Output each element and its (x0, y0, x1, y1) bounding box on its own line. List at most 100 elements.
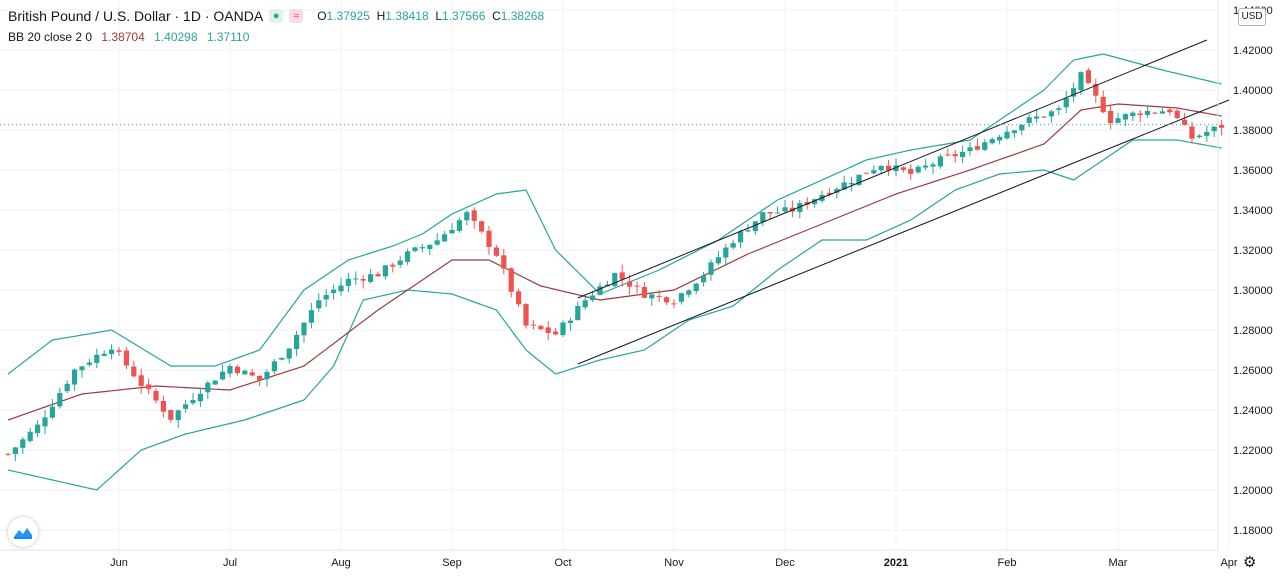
candle-up (915, 166, 921, 173)
tradingview-logo-icon[interactable] (8, 517, 38, 547)
candle-up (560, 322, 566, 336)
candle-up (197, 393, 203, 402)
bb-lower-band (7, 139, 1222, 491)
candle-up (797, 203, 803, 212)
candle-down (390, 264, 396, 267)
candle-up (79, 366, 85, 371)
candle-up (738, 231, 744, 243)
candle-down (1167, 109, 1173, 113)
indicator-legend[interactable]: BB 20 close 2 0 1.38704 1.40298 1.37110 (8, 30, 249, 44)
candle-up (57, 393, 63, 407)
candle-up (331, 289, 337, 294)
time-tick-label: 2021 (884, 557, 908, 569)
candle-down (508, 268, 514, 292)
candle-down (1100, 96, 1106, 113)
candle-up (871, 170, 877, 174)
candle-up (301, 322, 307, 336)
candle-down (1093, 84, 1099, 96)
candle-down (1137, 113, 1143, 116)
candle-up (212, 380, 218, 385)
candle-up (316, 300, 322, 309)
candle-down (523, 304, 529, 326)
candle-up (94, 354, 100, 363)
price-tick-label: 1.42000 (1233, 45, 1273, 57)
candle-down (138, 375, 144, 386)
candle-up (419, 247, 425, 249)
candle-up (893, 165, 899, 172)
candle-up (1204, 131, 1210, 136)
candle-down (656, 295, 662, 297)
market-open-icon[interactable]: ● (269, 9, 284, 23)
candle-down (1174, 110, 1180, 119)
candle-up (967, 147, 973, 152)
candle-up (730, 243, 736, 248)
candle-up (752, 221, 758, 232)
time-tick-label: Oct (554, 557, 571, 569)
candle-down (516, 291, 522, 305)
candle-up (1063, 98, 1069, 108)
candle-up (775, 212, 781, 214)
candle-up (923, 165, 929, 168)
candle-up (1019, 124, 1025, 131)
candle-down (116, 350, 122, 352)
candle-down (1041, 116, 1047, 118)
candle-down (641, 286, 647, 298)
candle-up (397, 260, 403, 265)
candle-up (35, 424, 41, 434)
price-tick-label: 1.24000 (1233, 405, 1273, 417)
candle-up (405, 251, 411, 262)
candle-down (1108, 110, 1114, 124)
candle-up (109, 349, 115, 355)
symbol-header: British Pound / U.S. Dollar · 1D · OANDA… (8, 8, 544, 24)
price-tick-label: 1.20000 (1233, 485, 1273, 497)
compare-wave-icon[interactable]: ≈ (289, 9, 304, 23)
candle-up (708, 262, 714, 275)
candle-up (1011, 130, 1017, 134)
time-tick-label: Feb (998, 557, 1017, 569)
candle-up (323, 295, 329, 300)
candle-up (1122, 114, 1128, 120)
candle-up (345, 278, 351, 286)
candle-up (612, 273, 618, 287)
candle-up (1115, 118, 1121, 123)
symbol-title[interactable]: British Pound / U.S. Dollar · 1D · OANDA (8, 8, 264, 24)
candle-up (86, 362, 92, 365)
candle-up (205, 382, 211, 393)
time-tick-label: Jul (223, 557, 237, 569)
candle-up (294, 334, 300, 350)
candle-down (886, 165, 892, 171)
candle-down (257, 375, 263, 381)
candle-up (1130, 112, 1136, 117)
price-tick-label: 1.18000 (1233, 525, 1273, 537)
time-tick-label: Mar (1109, 557, 1128, 569)
candle-up (701, 275, 707, 283)
currency-button[interactable]: USD (1238, 8, 1266, 26)
candle-down (671, 303, 677, 305)
candle-up (368, 274, 374, 282)
trend-channel-upper[interactable] (577, 39, 1207, 299)
candle-down (804, 201, 810, 205)
candle-up (175, 410, 181, 421)
candle-up (183, 404, 189, 409)
candle-down (1085, 70, 1091, 84)
candle-up (834, 189, 840, 193)
settings-gear-icon[interactable]: ⚙ (1243, 554, 1257, 571)
candle-down (1219, 124, 1225, 128)
candle-up (649, 294, 655, 299)
time-tick-label: Jun (110, 557, 128, 569)
candle-up (1078, 72, 1084, 91)
candle-up (382, 265, 388, 277)
candle-up (264, 371, 270, 380)
candle-up (567, 320, 573, 323)
candle-down (486, 230, 492, 247)
candle-down (553, 331, 559, 335)
candle-down (375, 274, 381, 277)
candle-up (590, 295, 596, 301)
candle-down (123, 350, 129, 366)
candle-down (493, 247, 499, 256)
trend-channel-lower[interactable] (577, 99, 1230, 365)
candle-up (12, 447, 18, 455)
candle-up (49, 406, 55, 418)
